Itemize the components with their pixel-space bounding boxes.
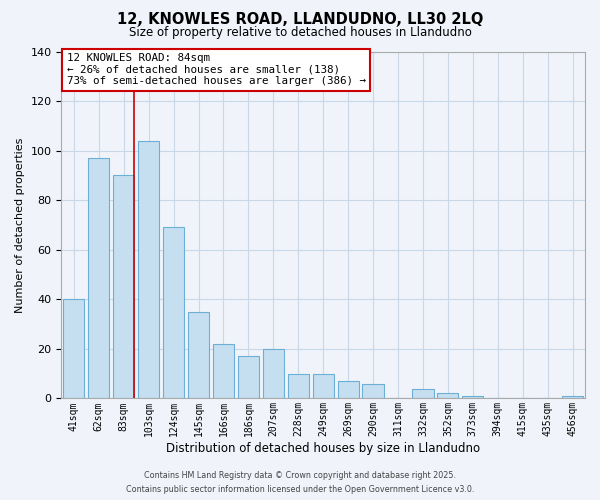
- Text: Contains HM Land Registry data © Crown copyright and database right 2025.
Contai: Contains HM Land Registry data © Crown c…: [126, 472, 474, 494]
- Bar: [263, 349, 284, 399]
- X-axis label: Distribution of detached houses by size in Llandudno: Distribution of detached houses by size …: [166, 442, 480, 455]
- Text: 12, KNOWLES ROAD, LLANDUDNO, LL30 2LQ: 12, KNOWLES ROAD, LLANDUDNO, LL30 2LQ: [117, 12, 483, 28]
- Bar: [213, 344, 234, 399]
- Text: 12 KNOWLES ROAD: 84sqm
← 26% of detached houses are smaller (138)
73% of semi-de: 12 KNOWLES ROAD: 84sqm ← 26% of detached…: [67, 53, 365, 86]
- Bar: [338, 381, 359, 398]
- Bar: [113, 176, 134, 398]
- Bar: [462, 396, 484, 398]
- Bar: [412, 388, 434, 398]
- Text: Size of property relative to detached houses in Llandudno: Size of property relative to detached ho…: [128, 26, 472, 39]
- Bar: [163, 228, 184, 398]
- Bar: [138, 140, 159, 398]
- Bar: [188, 312, 209, 398]
- Bar: [313, 374, 334, 398]
- Bar: [238, 356, 259, 399]
- Bar: [562, 396, 583, 398]
- Bar: [88, 158, 109, 398]
- Bar: [362, 384, 383, 398]
- Y-axis label: Number of detached properties: Number of detached properties: [15, 138, 25, 312]
- Bar: [63, 300, 85, 398]
- Bar: [287, 374, 309, 398]
- Bar: [437, 394, 458, 398]
